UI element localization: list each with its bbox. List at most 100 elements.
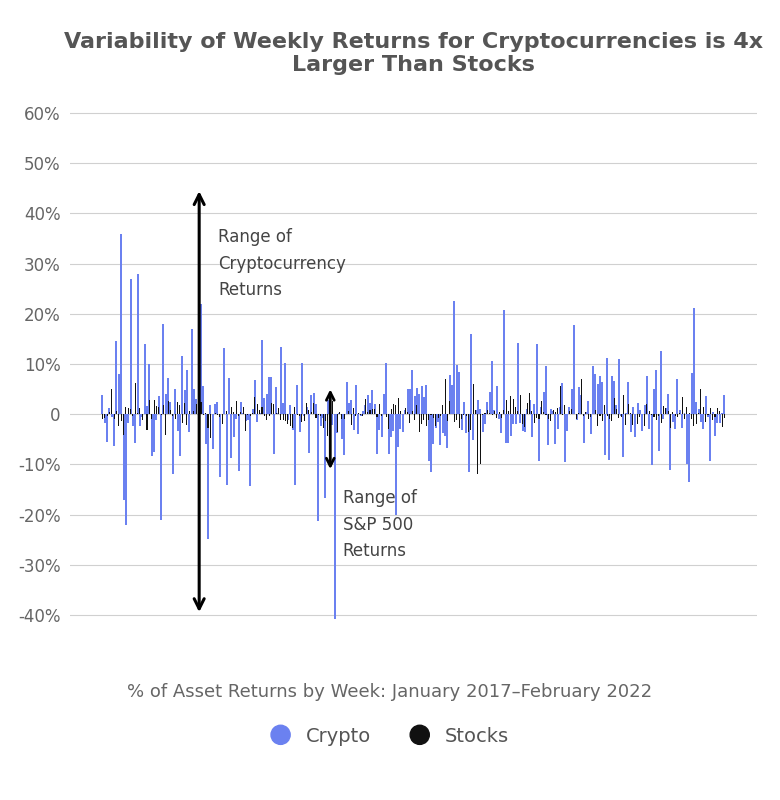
- Bar: [468, 414, 469, 432]
- Bar: [303, 414, 305, 416]
- Bar: [198, 389, 199, 414]
- Bar: [620, 414, 622, 416]
- Bar: [618, 358, 620, 414]
- Bar: [672, 414, 674, 422]
- Text: % of Asset Returns by Week: January 2017–February 2022: % of Asset Returns by Week: January 2017…: [127, 683, 653, 701]
- Bar: [219, 414, 220, 418]
- Bar: [177, 402, 178, 414]
- Bar: [108, 408, 111, 414]
- Bar: [434, 414, 437, 428]
- Bar: [200, 304, 202, 414]
- Bar: [508, 414, 509, 443]
- Bar: [144, 344, 146, 414]
- Bar: [583, 414, 584, 443]
- Bar: [686, 414, 688, 464]
- Bar: [372, 410, 373, 414]
- Bar: [226, 410, 227, 414]
- Bar: [412, 411, 413, 414]
- Bar: [454, 414, 455, 422]
- Bar: [463, 402, 465, 414]
- Bar: [195, 399, 197, 414]
- Bar: [118, 374, 120, 414]
- Bar: [315, 404, 317, 414]
- Bar: [273, 403, 275, 414]
- Bar: [306, 407, 307, 414]
- Bar: [369, 403, 371, 414]
- Bar: [218, 414, 221, 478]
- Bar: [621, 414, 622, 417]
- Bar: [515, 414, 516, 424]
- Bar: [564, 414, 565, 462]
- Bar: [456, 414, 457, 420]
- Bar: [712, 414, 713, 420]
- Bar: [557, 408, 558, 414]
- Bar: [193, 411, 194, 414]
- Bar: [681, 414, 683, 428]
- Bar: [125, 414, 127, 525]
- Bar: [562, 414, 563, 415]
- Bar: [592, 366, 594, 414]
- Bar: [600, 414, 601, 416]
- Bar: [536, 414, 537, 418]
- Bar: [151, 414, 153, 456]
- Bar: [421, 414, 422, 423]
- Bar: [379, 405, 380, 414]
- Bar: [607, 414, 608, 415]
- Bar: [580, 395, 582, 414]
- Bar: [391, 409, 392, 414]
- Bar: [399, 414, 402, 429]
- Bar: [123, 414, 124, 435]
- Bar: [395, 405, 396, 414]
- Bar: [489, 391, 491, 414]
- Bar: [238, 414, 239, 471]
- Bar: [470, 334, 472, 414]
- Bar: [534, 403, 535, 414]
- Bar: [447, 414, 448, 421]
- Bar: [116, 410, 117, 414]
- Bar: [609, 414, 610, 419]
- Bar: [550, 409, 551, 414]
- Bar: [517, 410, 519, 414]
- Bar: [261, 407, 263, 414]
- Bar: [282, 414, 284, 420]
- Bar: [162, 324, 165, 414]
- Bar: [458, 372, 460, 414]
- Bar: [210, 414, 211, 438]
- Bar: [217, 414, 218, 415]
- Bar: [320, 414, 321, 416]
- Bar: [409, 389, 411, 414]
- Bar: [526, 409, 528, 414]
- Bar: [165, 394, 167, 414]
- Bar: [289, 405, 291, 414]
- Bar: [658, 414, 660, 451]
- Bar: [179, 414, 181, 456]
- Bar: [294, 406, 296, 414]
- Bar: [275, 387, 277, 414]
- Bar: [175, 414, 176, 418]
- Bar: [287, 414, 289, 420]
- Bar: [677, 414, 678, 417]
- Bar: [416, 388, 418, 414]
- Bar: [658, 414, 659, 416]
- Bar: [358, 413, 359, 414]
- Bar: [548, 414, 549, 418]
- Bar: [236, 414, 237, 418]
- Bar: [196, 404, 197, 414]
- Bar: [494, 411, 495, 414]
- Bar: [386, 414, 387, 418]
- Bar: [524, 414, 526, 432]
- Bar: [287, 414, 289, 424]
- Bar: [353, 414, 355, 430]
- Bar: [590, 414, 591, 434]
- Bar: [322, 414, 324, 428]
- Bar: [716, 414, 718, 423]
- Bar: [376, 414, 378, 454]
- Bar: [557, 414, 558, 430]
- Bar: [441, 414, 444, 434]
- Bar: [360, 414, 362, 417]
- Bar: [301, 414, 303, 422]
- Bar: [381, 414, 382, 416]
- Bar: [129, 278, 132, 414]
- Bar: [510, 396, 512, 414]
- Bar: [433, 414, 434, 418]
